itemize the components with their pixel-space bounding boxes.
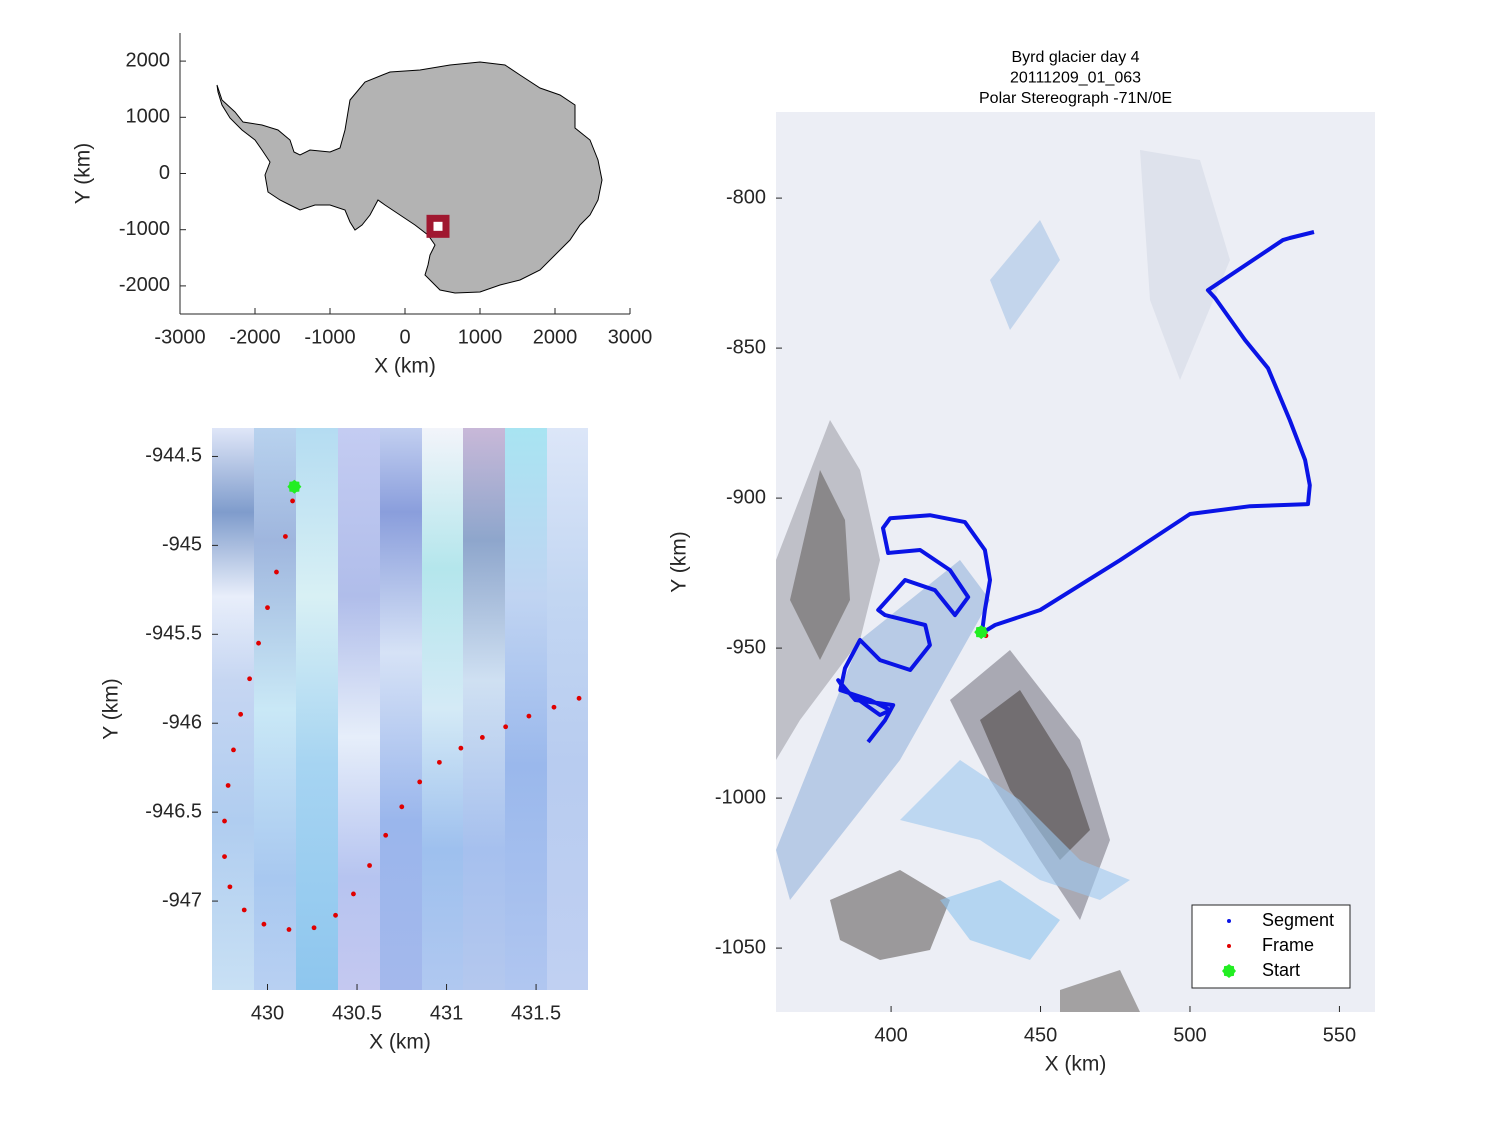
- frame-point: [256, 640, 261, 646]
- x-tick-label: 2000: [533, 326, 578, 348]
- x-axis-label: X (km): [374, 355, 436, 378]
- chart-title: Byrd glacier day 4: [1011, 49, 1139, 66]
- y-tick-label: 0: [159, 162, 170, 184]
- y-tick-label: -1000: [715, 786, 766, 808]
- y-tick-label: -1000: [119, 218, 170, 240]
- frame-point: [286, 927, 292, 932]
- y-tick-label: -2000: [119, 274, 170, 296]
- frame-point: [238, 711, 244, 717]
- y-tick-label: -945: [162, 534, 202, 556]
- frame-point: [479, 735, 485, 740]
- frame-point: [503, 724, 509, 730]
- y-tick-label: 2000: [126, 49, 171, 71]
- legend-marker: [1227, 919, 1231, 923]
- frame-point: [231, 747, 236, 753]
- frame-point: [274, 569, 279, 575]
- frame-point: [311, 925, 317, 931]
- frame-point: [283, 534, 288, 539]
- frame-point: [399, 804, 405, 810]
- x-tick-label: -1000: [304, 326, 355, 348]
- x-axis-label: X (km): [1045, 1053, 1107, 1076]
- x-tick-label: 431.5: [511, 1002, 561, 1024]
- y-axis-label: Y (km): [100, 678, 123, 739]
- legend-box: [1191, 904, 1351, 989]
- x-tick-label: -3000: [154, 326, 205, 348]
- x-tick-label: 431: [430, 1002, 463, 1024]
- frame-point: [222, 854, 227, 860]
- y-tick-label: -900: [726, 486, 766, 508]
- frame-point: [247, 676, 253, 682]
- start-marker: [287, 479, 302, 494]
- x-tick-label: 430: [251, 1002, 284, 1024]
- legend-label: Segment: [1262, 910, 1334, 930]
- image-background: [212, 428, 588, 990]
- frame-point: [351, 891, 356, 897]
- y-tick-label: -1050: [715, 936, 766, 958]
- frame-point: [526, 713, 532, 719]
- y-axis-label: Y (km): [72, 143, 95, 204]
- y-tick-label: -944.5: [145, 445, 202, 467]
- frame-point: [222, 818, 227, 824]
- location-marker: [426, 214, 450, 238]
- frame-point: [265, 605, 270, 611]
- y-tick-label: -850: [726, 336, 766, 358]
- legend-label: Frame: [1262, 935, 1314, 955]
- chart-title: Polar Stereograph -71N/0E: [979, 90, 1172, 107]
- image-background: [776, 112, 1375, 1012]
- frame-point: [333, 912, 338, 918]
- start-marker: [974, 625, 989, 640]
- frame-point: [576, 695, 582, 701]
- x-tick-label: 1000: [458, 326, 503, 348]
- chart-title: 20111209_01_063: [1010, 70, 1141, 87]
- legend-marker: [1222, 964, 1236, 978]
- y-tick-label: -945.5: [145, 623, 202, 645]
- continent-outline: [216, 61, 603, 294]
- y-tick-label: -800: [726, 186, 766, 208]
- frame-point: [551, 704, 557, 710]
- x-tick-label: 430.5: [332, 1002, 382, 1024]
- x-tick-label: 550: [1323, 1024, 1356, 1046]
- x-tick-label: 0: [399, 326, 410, 348]
- frame-point: [227, 884, 233, 890]
- y-axis-label: Y (km): [668, 531, 691, 592]
- frame-point: [241, 907, 247, 913]
- x-tick-label: -2000: [229, 326, 280, 348]
- legend-label: Start: [1262, 960, 1300, 980]
- segment-line: [836, 230, 1315, 744]
- y-tick-label: 1000: [126, 106, 171, 128]
- x-tick-label: 3000: [608, 326, 653, 348]
- frame-point: [417, 779, 423, 785]
- frame-point: [458, 745, 464, 751]
- x-axis-label: X (km): [369, 1031, 431, 1054]
- y-tick-label: -950: [726, 636, 766, 658]
- frame-point: [290, 498, 295, 504]
- frame-point: [261, 921, 267, 927]
- frame-point: [436, 759, 442, 765]
- frame-point: [367, 863, 372, 868]
- y-tick-label: -947: [162, 889, 202, 911]
- frame-point: [383, 832, 389, 838]
- x-tick-label: 500: [1173, 1024, 1206, 1046]
- y-tick-label: -946.5: [145, 800, 202, 822]
- x-tick-label: 400: [874, 1024, 907, 1046]
- legend-marker: [1227, 944, 1231, 948]
- y-tick-label: -946: [162, 712, 202, 734]
- x-tick-label: 450: [1024, 1024, 1057, 1046]
- frame-point: [225, 783, 231, 788]
